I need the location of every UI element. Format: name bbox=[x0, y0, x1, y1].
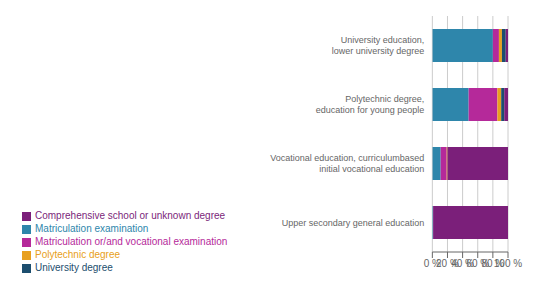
svg-text:100 %: 100 % bbox=[494, 258, 522, 269]
svg-text:0 %: 0 % bbox=[423, 258, 441, 270]
svg-text:20 %: 20 % bbox=[436, 258, 459, 270]
html-text:Comprehensive school or unknow: Comprehensive school or unknown degree bbox=[35, 210, 226, 221]
svg-text:Vocational education, curricul: Vocational education, curriculumbasedini… bbox=[270, 153, 424, 174]
svg-text:University education,lower uni: University education,lower university de… bbox=[332, 35, 425, 56]
svg-text:60 %: 60 % bbox=[466, 258, 490, 270]
html-text:Polytechnic degree: Polytechnic degree bbox=[35, 249, 121, 260]
html-text:Matriculation or/and vocationa: Matriculation or/and vocational examinat… bbox=[35, 236, 228, 247]
svg-text:Polytechnic degree,education f: Polytechnic degree,education for young p… bbox=[316, 94, 425, 115]
svg-text:40 %: 40 % bbox=[451, 258, 474, 270]
html-text:University degree: University degree bbox=[35, 262, 113, 273]
html-text:Matriculation examination: Matriculation examination bbox=[35, 223, 149, 234]
svg-text:Upper secondary general educat: Upper secondary general education bbox=[282, 218, 425, 228]
